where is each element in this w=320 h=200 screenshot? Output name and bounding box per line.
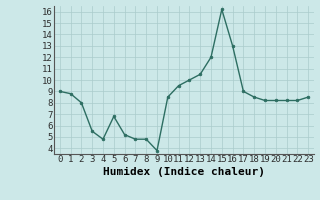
X-axis label: Humidex (Indice chaleur): Humidex (Indice chaleur) bbox=[103, 167, 265, 177]
